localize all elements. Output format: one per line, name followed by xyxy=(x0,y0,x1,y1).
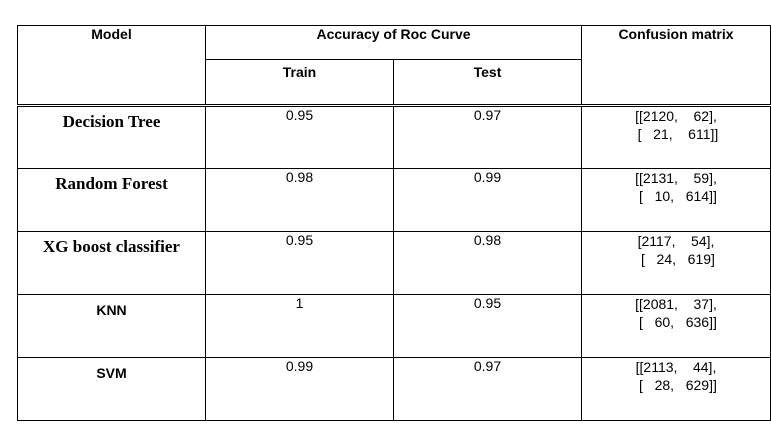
model-name: SVM xyxy=(17,357,206,421)
header-row-2: Train Test xyxy=(18,59,771,106)
train-score: 0.98 xyxy=(205,168,394,232)
confusion-matrix: [2117, 54], [ 24, 619] xyxy=(581,231,771,295)
model-header: Model xyxy=(17,25,206,106)
table-row: SVM 0.99 0.97 [[2113, 44], [ 28, 629]] xyxy=(17,357,771,421)
train-score: 0.95 xyxy=(205,104,394,169)
accuracy-header: Accuracy of Roc Curve xyxy=(205,25,582,60)
train-score: 0.99 xyxy=(205,357,394,421)
confusion-matrix-line: [ 24, 619] xyxy=(637,251,715,267)
table-row: Random Forest 0.98 0.99 [[2131, 59], [ 1… xyxy=(17,168,771,232)
confusion-matrix-line: [ 10, 614]] xyxy=(635,188,717,204)
model-name: Decision Tree xyxy=(17,104,206,169)
confusion-matrix-line: [ 21, 611]] xyxy=(633,126,719,142)
confusion-matrix: [[2113, 44], [ 28, 629]] xyxy=(581,357,771,421)
test-header: Test xyxy=(393,59,582,106)
test-score: 0.97 xyxy=(393,104,582,169)
train-score: 0.95 xyxy=(205,231,394,295)
table-row: XG boost classifier 0.95 0.98 [2117, 54]… xyxy=(17,231,771,295)
test-score: 0.95 xyxy=(393,294,582,358)
confusion-matrix-line: [2117, 54], xyxy=(637,233,715,249)
model-name: XG boost classifier xyxy=(17,231,206,295)
test-score: 0.99 xyxy=(393,168,582,232)
confusion-matrix: [[2120, 62], [ 21, 611]] xyxy=(581,104,771,169)
confusion-matrix-line: [[2120, 62], xyxy=(635,108,717,124)
confusion-matrix: [[2081, 37], [ 60, 636]] xyxy=(581,294,771,358)
table-row: KNN 1 0.95 [[2081, 37], [ 60, 636]] xyxy=(17,294,771,358)
confusion-matrix-line: [ 28, 629]] xyxy=(635,377,717,393)
table-row: Decision Tree 0.95 0.97 [[2120, 62], [ 2… xyxy=(17,104,771,169)
model-name: KNN xyxy=(17,294,206,358)
train-header: Train xyxy=(205,59,394,106)
test-score: 0.97 xyxy=(393,357,582,421)
results-table: Model Accuracy of Roc Curve Confusion ma… xyxy=(17,25,771,421)
test-score: 0.98 xyxy=(393,231,582,295)
header-row-1: Model Accuracy of Roc Curve Confusion ma… xyxy=(17,25,771,106)
confusion-matrix-line: [[2113, 44], xyxy=(635,359,717,375)
train-score: 1 xyxy=(205,294,394,358)
confusion-matrix-line: [[2131, 59], xyxy=(635,170,717,186)
confusion-matrix-header: Confusion matrix xyxy=(581,25,771,106)
confusion-matrix-line: [ 60, 636]] xyxy=(635,314,717,330)
confusion-matrix-line: [[2081, 37], xyxy=(635,296,717,312)
model-name: Random Forest xyxy=(17,168,206,232)
confusion-matrix: [[2131, 59], [ 10, 614]] xyxy=(581,168,771,232)
